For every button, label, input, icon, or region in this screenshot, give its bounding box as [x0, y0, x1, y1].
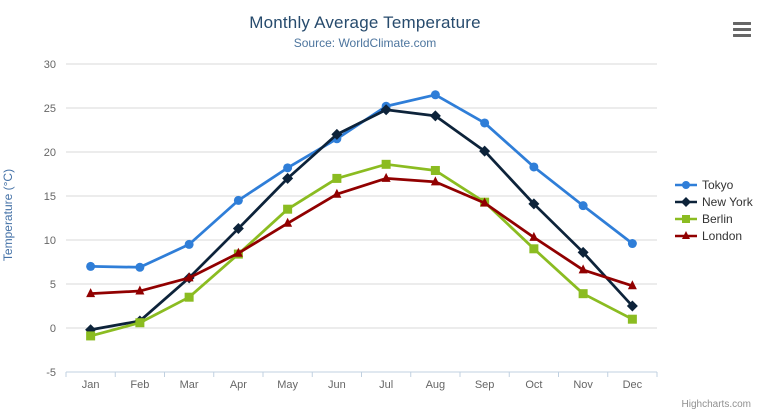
- series-point-tokyo[interactable]: [430, 90, 440, 100]
- y-axis-tick-label: 0: [50, 323, 56, 335]
- series-point-london[interactable]: [627, 280, 637, 290]
- series-point-berlin[interactable]: [86, 331, 96, 341]
- series-point-london[interactable]: [283, 217, 293, 227]
- y-axis-tick-label: 30: [44, 59, 56, 71]
- legend: Tokyo New York Berlin London: [675, 176, 753, 244]
- chart-subtitle: Source: WorldClimate.com: [293, 36, 437, 50]
- legend-item-label: New York: [702, 194, 753, 209]
- series-point-tokyo[interactable]: [283, 163, 293, 173]
- series-line-london: [89, 177, 634, 296]
- series-point-london[interactable]: [529, 231, 539, 241]
- series-point-tokyo[interactable]: [578, 201, 588, 211]
- series-point-new-york[interactable]: [626, 300, 638, 312]
- export-menu-button[interactable]: [731, 18, 753, 40]
- series-point-london[interactable]: [184, 272, 194, 282]
- y-axis-tick-label: 20: [44, 147, 56, 159]
- series-point-london[interactable]: [86, 288, 96, 298]
- y-axis-tick-label: 15: [44, 191, 56, 203]
- x-axis-tick-label: May: [277, 379, 298, 391]
- series-point-new-york[interactable]: [429, 110, 441, 122]
- x-axis-tick-label: Feb: [130, 379, 149, 391]
- series-point-berlin[interactable]: [135, 318, 145, 328]
- series-point-berlin[interactable]: [283, 204, 293, 214]
- series-point-new-york[interactable]: [380, 104, 392, 116]
- hamburger-menu-icon: [733, 21, 751, 37]
- tokyo-series-marker-icon: [675, 180, 697, 189]
- series-point-tokyo[interactable]: [480, 118, 490, 128]
- legend-item-label: Tokyo: [702, 177, 734, 192]
- x-axis-tick-label: Aug: [426, 379, 446, 391]
- series-line-new-york: [89, 108, 634, 332]
- series-point-new-york[interactable]: [528, 198, 540, 210]
- x-axis-tick-label: Nov: [573, 379, 593, 391]
- series-point-tokyo[interactable]: [184, 239, 194, 249]
- x-axis-tick-label: Dec: [623, 379, 643, 391]
- series-point-berlin[interactable]: [332, 173, 342, 183]
- x-axis-tick-label: Mar: [180, 379, 199, 391]
- series-point-london[interactable]: [430, 176, 440, 186]
- series-point-berlin[interactable]: [627, 314, 637, 324]
- x-axis-tick-label: Jan: [82, 379, 100, 391]
- x-axis-tick-label: Apr: [230, 379, 247, 391]
- series-point-london[interactable]: [480, 197, 490, 207]
- series-point-london[interactable]: [381, 172, 391, 182]
- berlin-series-marker-icon: [675, 214, 697, 223]
- series-point-tokyo[interactable]: [86, 261, 96, 271]
- series-point-london[interactable]: [578, 264, 588, 274]
- series-point-tokyo[interactable]: [529, 162, 539, 172]
- legend-item-tokyo[interactable]: Tokyo: [675, 176, 753, 193]
- x-axis-tick-label: Jun: [328, 379, 346, 391]
- series-line-berlin: [89, 162, 634, 338]
- series-point-tokyo[interactable]: [627, 239, 637, 249]
- series-point-london[interactable]: [135, 285, 145, 295]
- chart-title: Monthly Average Temperature: [249, 13, 481, 32]
- legend-item-label: Berlin: [702, 211, 733, 226]
- legend-item-london[interactable]: London: [675, 227, 753, 244]
- series-point-new-york[interactable]: [479, 145, 491, 157]
- series-point-new-york[interactable]: [577, 246, 589, 258]
- series-point-new-york[interactable]: [282, 172, 294, 184]
- series-point-berlin[interactable]: [430, 165, 440, 175]
- y-axis-tick-label: -5: [46, 367, 56, 379]
- series-point-new-york[interactable]: [331, 128, 343, 140]
- y-axis-tick-label: 5: [50, 279, 56, 291]
- y-axis-tick-label: 25: [44, 103, 56, 115]
- legend-item-berlin[interactable]: Berlin: [675, 210, 753, 227]
- series-point-berlin[interactable]: [578, 289, 588, 299]
- series-point-london[interactable]: [332, 188, 342, 198]
- series-point-london[interactable]: [233, 247, 243, 257]
- legend-item-new-york[interactable]: New York: [675, 193, 753, 210]
- legend-item-label: London: [702, 228, 743, 243]
- series-point-berlin[interactable]: [529, 244, 539, 254]
- x-axis-tick-label: Sep: [475, 379, 495, 391]
- series-point-new-york[interactable]: [232, 223, 244, 235]
- series-point-tokyo[interactable]: [233, 195, 243, 205]
- series-point-tokyo[interactable]: [135, 262, 145, 272]
- x-axis-tick-label: Oct: [525, 379, 542, 391]
- series-point-berlin[interactable]: [381, 159, 391, 169]
- x-axis-tick-label: Jul: [379, 379, 393, 391]
- y-axis-tick-label: 10: [44, 235, 56, 247]
- new-york-series-marker-icon: [675, 196, 697, 207]
- london-series-marker-icon: [675, 230, 697, 239]
- credits-link[interactable]: Highcharts.com: [681, 399, 751, 410]
- series-point-berlin[interactable]: [184, 292, 194, 302]
